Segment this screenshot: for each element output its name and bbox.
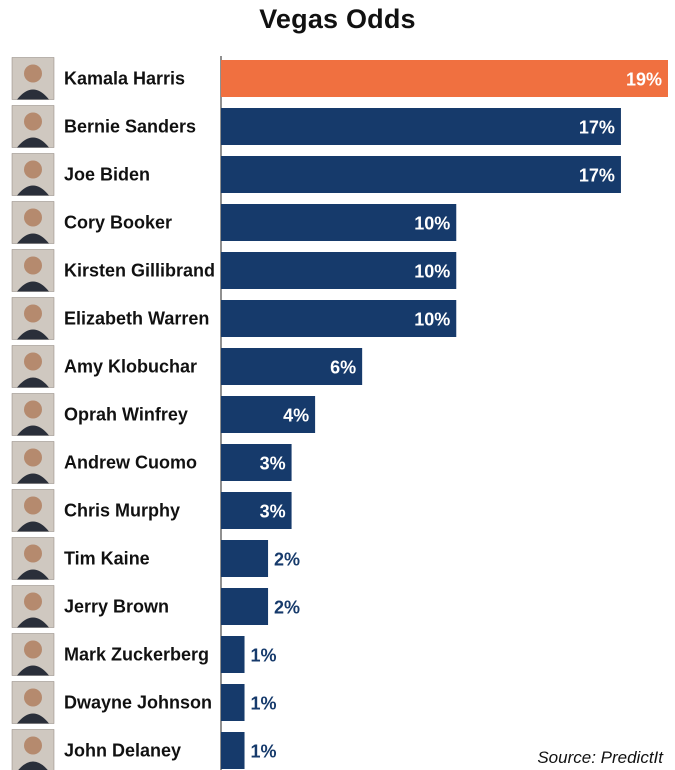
bar (221, 252, 457, 289)
portrait-head (24, 448, 42, 467)
portrait-photo-icon (11, 393, 55, 436)
category-label: Amy Klobuchar (64, 357, 197, 377)
category-label: Joe Biden (64, 165, 150, 185)
category-label: Elizabeth Warren (64, 309, 209, 329)
category-label: Oprah Winfrey (64, 405, 188, 425)
data-label: 4% (283, 406, 309, 426)
bar (221, 300, 457, 337)
portrait-shoulders (17, 137, 49, 148)
bar (221, 492, 292, 529)
bar (221, 204, 457, 241)
bar (221, 108, 621, 145)
portrait-shoulders (17, 89, 49, 100)
data-label: 1% (251, 646, 277, 666)
bar (221, 444, 292, 481)
portrait-photo-icon (11, 249, 55, 292)
portrait-head (24, 592, 42, 611)
bar-highlight (221, 60, 668, 97)
data-label: 2% (274, 550, 300, 570)
portrait-head (24, 688, 42, 707)
data-label: 19% (626, 70, 662, 90)
portrait-shoulders (17, 713, 49, 724)
category-label: Andrew Cuomo (64, 453, 197, 473)
bar (221, 636, 245, 673)
portrait-photo-icon (11, 57, 55, 100)
portrait-shoulders (17, 521, 49, 532)
portrait-shoulders (18, 761, 48, 770)
portrait-photo-icon (11, 537, 55, 580)
portrait-shoulders (17, 569, 49, 580)
category-label: Mark Zuckerberg (64, 645, 209, 665)
category-label: Chris Murphy (64, 501, 180, 521)
category-label: Bernie Sanders (64, 117, 196, 137)
data-label: 10% (414, 262, 450, 282)
category-label: Kirsten Gillibrand (64, 261, 215, 281)
category-label: Jerry Brown (64, 597, 169, 617)
portrait-shoulders (17, 617, 49, 628)
data-label: 10% (414, 214, 450, 234)
portrait-head (24, 640, 42, 659)
portrait-head (24, 256, 42, 275)
data-label: 6% (330, 358, 356, 378)
bar (221, 348, 363, 385)
data-label: 17% (579, 166, 615, 186)
category-label: Cory Booker (64, 213, 172, 233)
portrait-shoulders (17, 377, 49, 388)
bar (221, 588, 269, 625)
bar (221, 684, 245, 721)
portrait-photo-icon (11, 585, 55, 628)
category-label: John Delaney (64, 741, 181, 761)
portrait-shoulders (17, 281, 49, 292)
portrait-head (24, 352, 42, 371)
portrait-shoulders (17, 185, 49, 196)
portrait-photo-icon (11, 153, 55, 196)
portrait-photo-icon (11, 729, 55, 770)
portrait-head (24, 160, 42, 179)
category-label: Dwayne Johnson (64, 693, 212, 713)
portrait-head (24, 112, 42, 131)
data-label: 3% (260, 454, 286, 474)
portrait-head (24, 496, 42, 515)
portrait-photo-icon (11, 489, 55, 532)
portrait-photo-icon (11, 201, 55, 244)
bar (221, 396, 316, 433)
chart-title: Vegas Odds (259, 4, 416, 34)
data-label: 1% (251, 694, 277, 714)
portrait-head (24, 304, 42, 323)
portrait-photo-icon (11, 105, 55, 148)
data-label: 3% (260, 502, 286, 522)
data-label: 1% (251, 742, 277, 762)
bar (221, 540, 269, 577)
data-label: 10% (414, 310, 450, 330)
portrait-shoulders (17, 473, 49, 484)
portrait-shoulders (17, 329, 49, 340)
data-label: 2% (274, 598, 300, 618)
bar (221, 156, 621, 193)
category-label: Tim Kaine (64, 549, 150, 569)
category-label: Kamala Harris (64, 69, 185, 89)
portrait-photo-icon (11, 441, 55, 484)
portrait-head (24, 208, 42, 227)
portrait-photo-icon (11, 297, 55, 340)
portrait-photo-icon (11, 345, 55, 388)
data-label: 17% (579, 118, 615, 138)
bar (221, 732, 245, 769)
portrait-shoulders (17, 665, 49, 676)
portrait-shoulders (17, 425, 49, 436)
portrait-head (24, 400, 42, 419)
portrait-photo-icon (11, 681, 55, 724)
source-note: Source: PredictIt (537, 748, 663, 767)
portrait-photo-icon (11, 633, 55, 676)
portrait-head (24, 544, 42, 563)
portrait-shoulders (17, 233, 49, 244)
portrait-head (24, 64, 42, 83)
portrait-head (24, 736, 42, 755)
